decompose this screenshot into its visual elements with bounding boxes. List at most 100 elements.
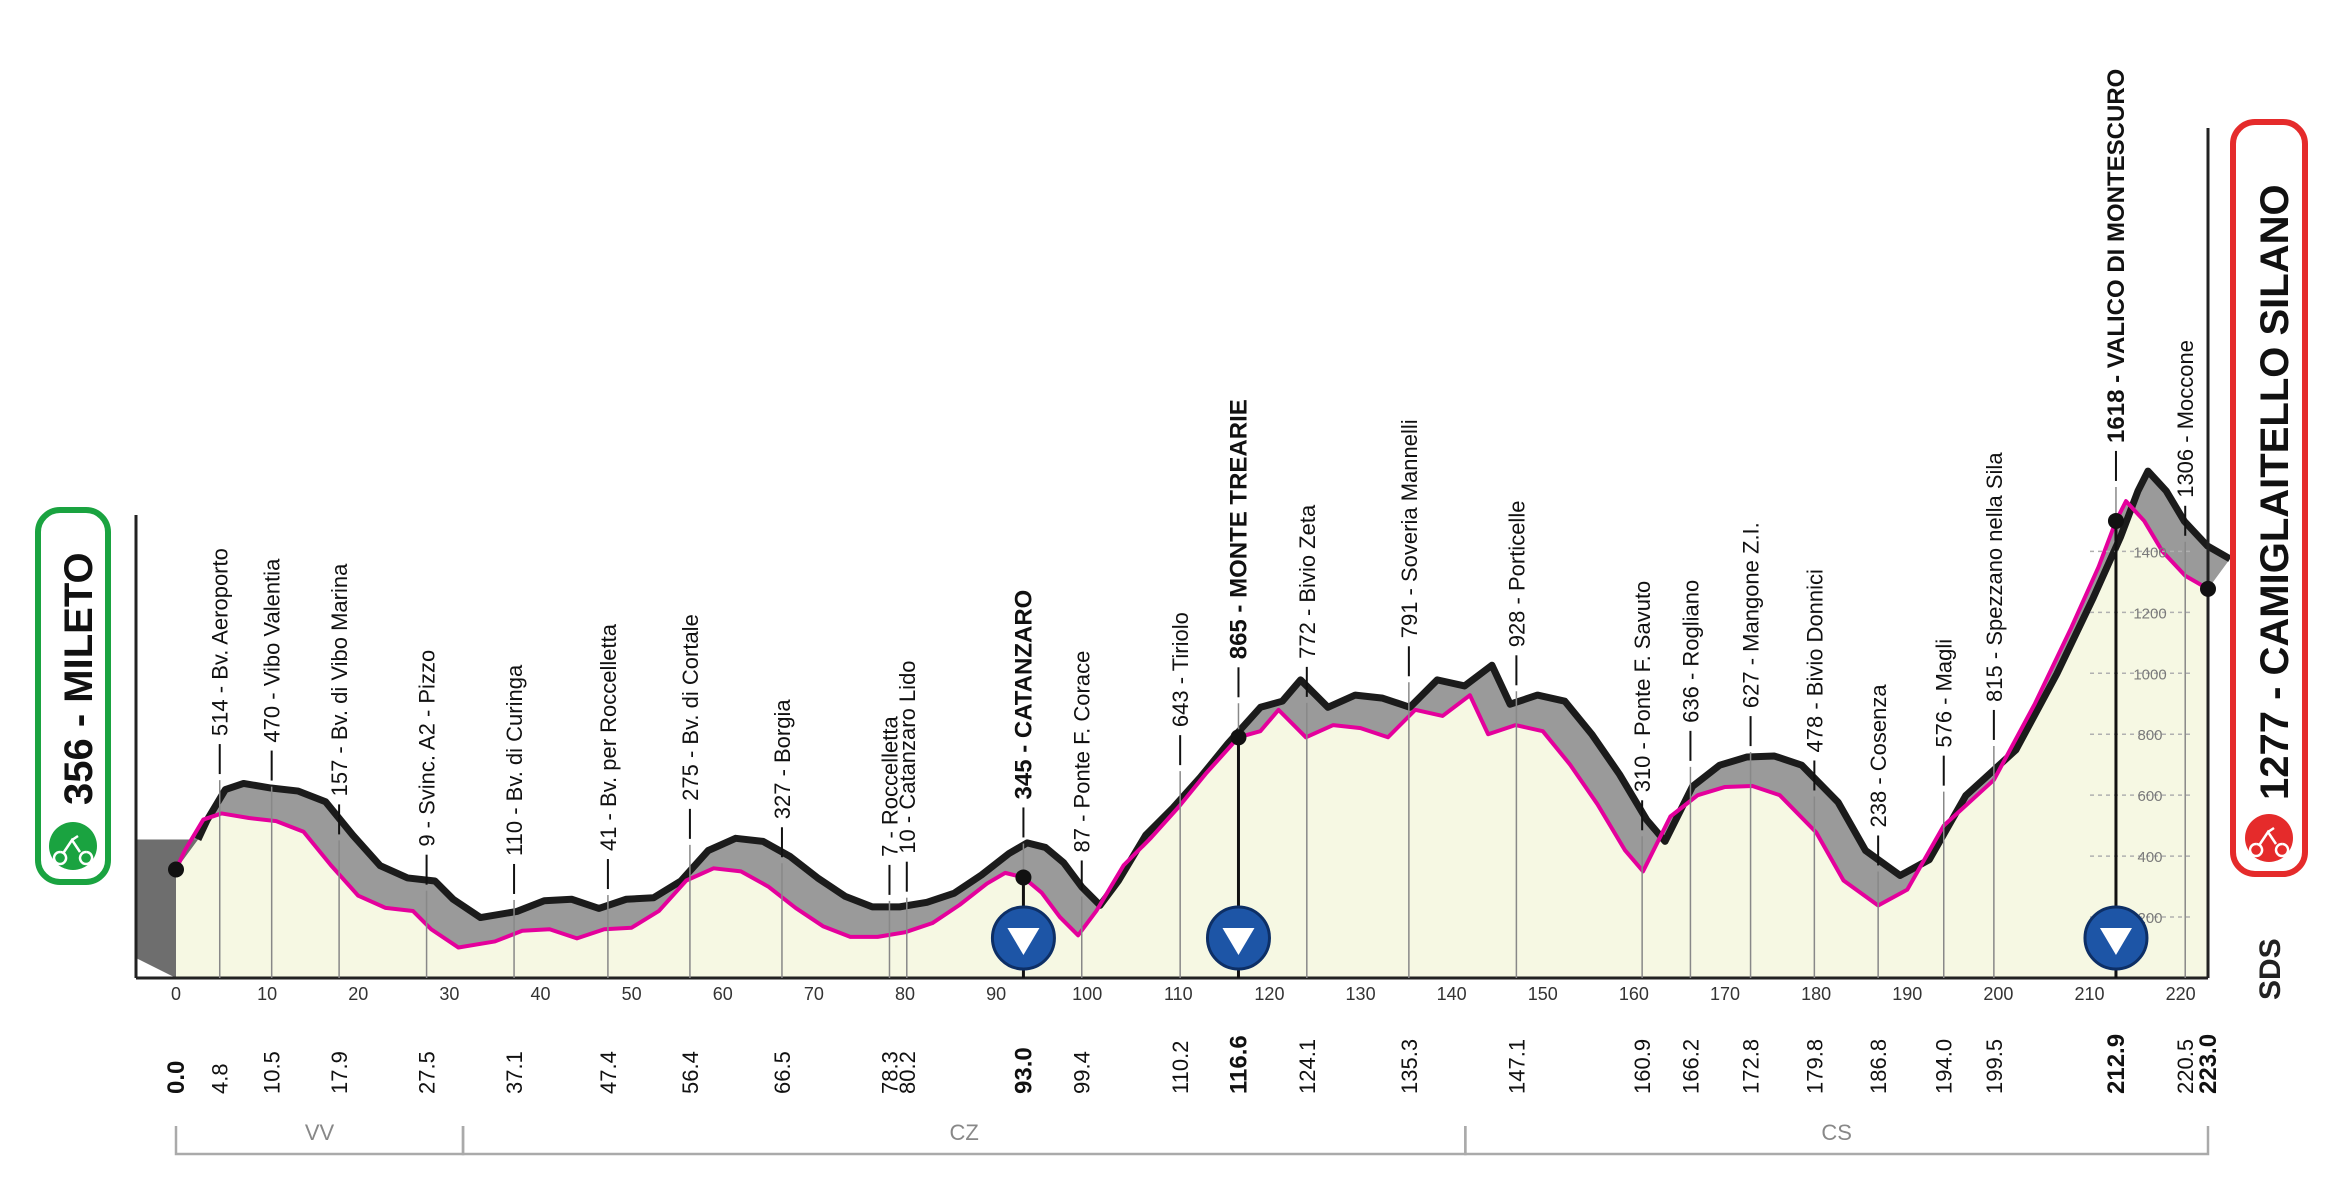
x-tick-label: 10: [257, 984, 277, 1004]
x-tick-label: 130: [1346, 984, 1376, 1004]
sds-logo: SDS: [2254, 938, 2287, 1000]
descent-marker-arrow: [2099, 928, 2132, 955]
km-label: 4.8: [208, 1063, 233, 1094]
x-tick-label: 0: [171, 984, 181, 1004]
place-label: 627 - Mangone Z.I.: [1739, 522, 1764, 708]
km-marker-dot: [2107, 512, 2124, 529]
place-label: 345 - CATANZARO: [1010, 590, 1037, 800]
descent-marker-arrow: [1222, 928, 1255, 955]
km-label: 186.8: [1866, 1039, 1891, 1094]
km-label: 93.0: [1010, 1047, 1037, 1094]
place-label: 110 - Bv. di Curinga: [502, 664, 527, 856]
x-tick-label: 220: [2166, 984, 2196, 1004]
x-tick-label: 50: [622, 984, 642, 1004]
finish-cyclist-icon: [2245, 814, 2293, 862]
km-label: 194.0: [1932, 1039, 1957, 1094]
km-label: 124.1: [1295, 1039, 1320, 1094]
place-label: 41 - Bv. per Roccelletta: [596, 623, 621, 851]
finish-label: 1277 - CAMIGLAITELLO SILANO: [2253, 184, 2297, 800]
place-label: 478 - Bivio Donnici: [1802, 569, 1827, 752]
x-tick-label: 100: [1072, 984, 1102, 1004]
km-marker-dot: [1015, 869, 1032, 886]
x-tick-label: 120: [1254, 984, 1284, 1004]
y-tick-label: 800: [2137, 727, 2162, 744]
place-label: 576 - Magli: [1932, 639, 1957, 748]
profile-route-line: [174, 499, 2209, 950]
km-label: 135.3: [1397, 1039, 1422, 1094]
x-tick-label: 90: [986, 984, 1006, 1004]
province-bracket: [1464, 1126, 2210, 1156]
km-label: 66.5: [770, 1051, 795, 1094]
place-label: 7 - Roccelletta: [877, 716, 902, 857]
km-label: 56.4: [678, 1051, 703, 1094]
km-axis-layer: 0 10 20 30 40 50 60 70 80 90 100 110 120 130 140 150 160…: [163, 512, 2222, 1094]
km-label: 27.5: [415, 1051, 440, 1094]
km-label: 78.3: [877, 1051, 902, 1094]
x-tick-label: 150: [1528, 984, 1558, 1004]
km-label: 110.2: [1168, 1041, 1193, 1094]
km-label: 17.9: [327, 1051, 352, 1094]
finish-cyclist-icon-glyph: [2248, 826, 2290, 858]
place-label: 815 - Spezzano nella Sila: [1982, 452, 2007, 702]
km-label: 223.0: [2195, 1034, 2222, 1094]
km-label: 37.1: [502, 1051, 527, 1094]
km-label: 172.8: [1739, 1039, 1764, 1094]
province-layer: VV CZ CS: [174, 1120, 2210, 1156]
place-label: 928 - Porticelle: [1504, 501, 1529, 648]
x-tick-label: 180: [1801, 984, 1831, 1004]
place-label: 1306 - Moccone: [2173, 340, 2198, 498]
y-tick-label: 1400: [2133, 544, 2166, 561]
place-label: 157 - Bv. di Vibo Marina: [327, 563, 352, 797]
profile-ridge-line: [194, 467, 2232, 922]
y-tick-label: 600: [2137, 788, 2162, 805]
place-label: 791 - Soveria Mannelli: [1397, 419, 1422, 638]
finish-badge: 1277 - CAMIGLAITELLO SILANO: [2230, 119, 2308, 877]
profile-layer: [134, 128, 2232, 980]
y-tick-label: 1000: [2133, 666, 2166, 683]
cyclist-icon: [49, 822, 97, 870]
km-label: 199.5: [1982, 1039, 2007, 1094]
province-label: CZ: [950, 1120, 979, 1145]
x-tick-label: 190: [1892, 984, 1922, 1004]
cyclist-icon-glyph: [52, 834, 94, 866]
km-label: 47.4: [596, 1051, 621, 1094]
x-tick-label: 210: [2075, 984, 2105, 1004]
km-label: 160.9: [1630, 1039, 1655, 1094]
km-label: 166.2: [1678, 1039, 1703, 1094]
km-label: 116.6: [1225, 1035, 1252, 1094]
x-tick-label: 170: [1710, 984, 1740, 1004]
descent-marker-arrow: [1007, 928, 1040, 955]
place-label: 636 - Rogliano: [1678, 580, 1703, 723]
km-label: 80.2: [895, 1051, 920, 1094]
km-label: 147.1: [1504, 1039, 1529, 1094]
place-label: 10 - Catanzaro Lido: [895, 660, 920, 853]
finish-badge-frame: [2230, 119, 2308, 877]
x-tick-label: 160: [1619, 984, 1649, 1004]
x-tick-label: 40: [530, 984, 550, 1004]
km-label: 179.8: [1802, 1039, 1827, 1094]
x-tick-label: 60: [713, 984, 733, 1004]
start-badge-frame: [35, 507, 111, 885]
km-marker-dot: [1230, 729, 1247, 746]
y-tick-label: 400: [2137, 849, 2162, 866]
place-label: 865 - MONTE TREARIE: [1225, 399, 1252, 659]
x-tick-label: 200: [1983, 984, 2013, 1004]
start-dot: [168, 861, 184, 878]
place-label: 470 - Vibo Valentia: [260, 558, 285, 743]
place-label: 327 - Borgia: [770, 699, 795, 820]
place-label: 9 - Svinc. A2 - Pizzo: [415, 650, 440, 847]
x-tick-label: 20: [348, 984, 368, 1004]
finish-dot: [2200, 580, 2216, 597]
km-label: 220.5: [2173, 1039, 2198, 1094]
start-label: 356 - MILETO: [57, 552, 101, 805]
km-label: 212.9: [2103, 1034, 2130, 1094]
x-tick-label: 80: [895, 984, 915, 1004]
profile-left-wall: [136, 839, 198, 978]
km-label: 99.4: [1070, 1051, 1095, 1094]
place-label: 514 - Bv. Aeroporto: [208, 548, 233, 736]
province-label: VV: [305, 1120, 335, 1145]
x-tick-label: 70: [804, 984, 824, 1004]
